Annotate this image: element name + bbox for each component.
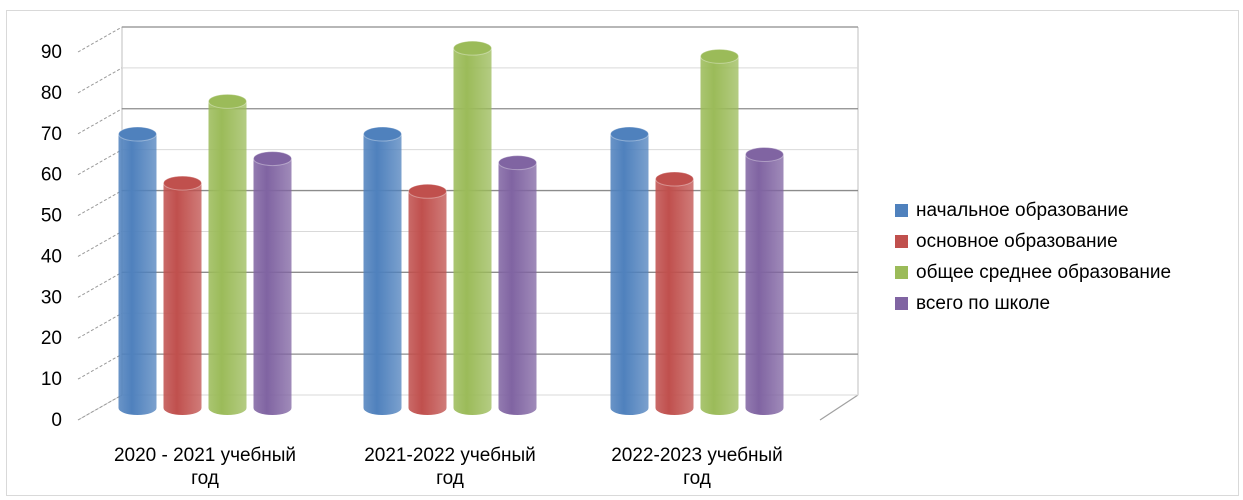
y-tick-label: 80 (41, 83, 62, 104)
y-axis-ticks: 0 10 20 30 40 50 60 70 80 90 (41, 42, 62, 431)
bar (408, 183, 447, 416)
legend-swatch (895, 266, 908, 279)
bar-body (610, 134, 649, 416)
bar (655, 171, 694, 416)
side-wall-gridline (77, 26, 123, 53)
legend-label: всего по школе (916, 293, 1050, 314)
x-category-label: год (191, 468, 219, 489)
x-category-label: год (436, 468, 464, 489)
x-category-label: 2020 - 2021 учебный (114, 445, 296, 466)
bar-top (163, 175, 202, 191)
side-wall-gridline (77, 271, 123, 298)
x-category-label: 2022-2023 учебный (611, 445, 783, 466)
bar (118, 126, 157, 416)
y-tick-label: 50 (41, 206, 62, 227)
y-tick-label: 70 (41, 124, 62, 145)
side-wall-gridline (77, 108, 123, 135)
bar-body (118, 134, 157, 416)
bar-body (363, 134, 402, 416)
y-tick-label: 20 (41, 328, 62, 349)
y-tick-label: 30 (41, 287, 62, 308)
side-wall-gridline (77, 353, 123, 380)
bar-top (498, 155, 537, 171)
bar (610, 126, 649, 416)
bar (453, 40, 492, 416)
bar-body (453, 48, 492, 416)
bar (498, 155, 537, 416)
legend-label: начальное образование (916, 200, 1129, 221)
side-wall-gridline (77, 67, 123, 94)
floor-right-edge (819, 394, 859, 421)
bar-body (253, 158, 292, 416)
bar (700, 48, 739, 416)
legend: начальное образование основное образовани… (895, 200, 1171, 314)
bar-body (208, 101, 247, 416)
y-tick-label: 10 (41, 369, 62, 390)
legend-label: общее среднее образование (916, 262, 1171, 283)
y-tick-label: 90 (41, 42, 62, 63)
bar-top (118, 126, 157, 142)
y-tick-label: 60 (41, 165, 62, 186)
bar-body (655, 179, 694, 416)
bar-top (655, 171, 694, 187)
bar-top (408, 183, 447, 199)
legend-swatch (895, 297, 908, 310)
x-category-label: 2021-2022 учебный (364, 445, 536, 466)
bar-top (453, 40, 492, 56)
bar (253, 151, 292, 416)
bar (208, 93, 247, 416)
bar-top (745, 146, 784, 162)
side-wall-gridline (77, 190, 123, 216)
bar-top (610, 126, 649, 142)
chart-frame (6, 10, 1239, 496)
side-wall-gridline (77, 231, 123, 257)
bar (745, 146, 784, 416)
bar (163, 175, 202, 416)
bar-top (208, 93, 247, 109)
y-tick-label: 40 (41, 246, 62, 267)
bar-body (745, 154, 784, 416)
bar-body (408, 191, 447, 416)
legend-swatch (895, 235, 908, 248)
y-tick-label: 0 (51, 410, 62, 431)
side-wall-gridline (77, 394, 123, 421)
bar (363, 126, 402, 416)
bar-top (253, 151, 292, 167)
bar-top (700, 48, 739, 64)
bar-body (163, 183, 202, 416)
bar-body (498, 162, 537, 416)
side-wall-gridline (77, 149, 123, 176)
x-category-label: год (683, 468, 711, 489)
bar-body (700, 56, 739, 416)
legend-label: основное образование (916, 231, 1118, 252)
bars (118, 40, 784, 416)
legend-swatch (895, 204, 908, 217)
bar-top (363, 126, 402, 142)
side-wall-gridline (77, 312, 123, 339)
